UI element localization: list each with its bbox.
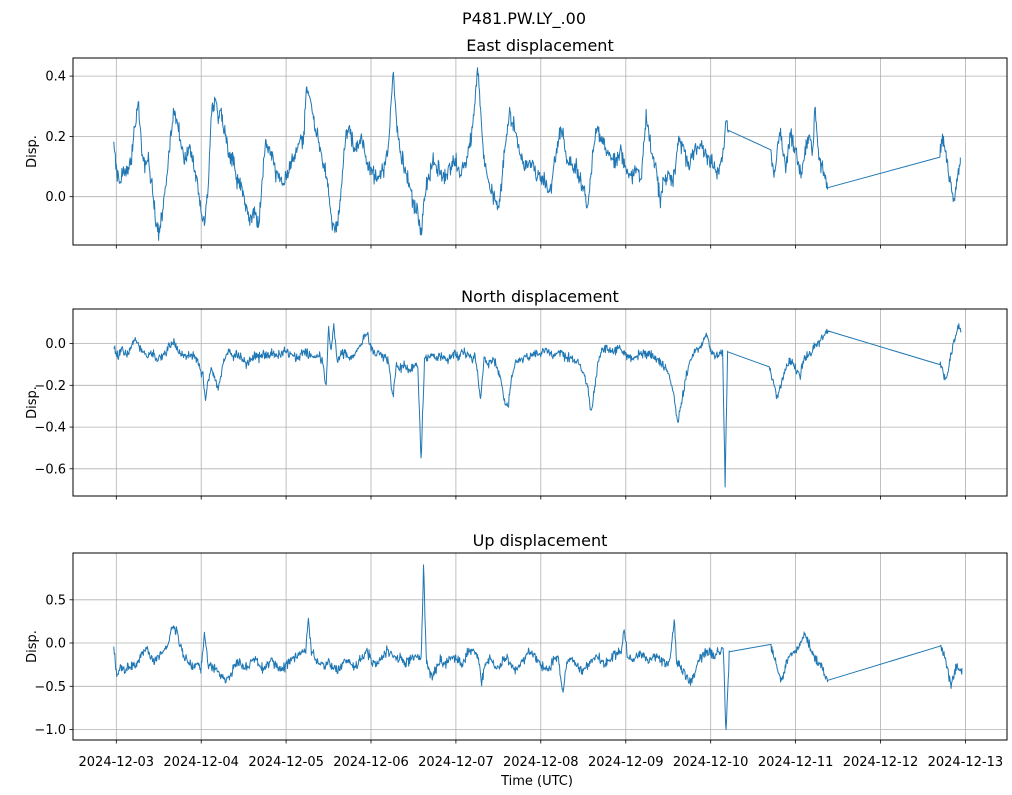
y-tick-label: 0.4: [45, 70, 66, 85]
axis-ticks: 0.0 −0.2 −0.4 −0.6: [34, 337, 966, 500]
subplot-title: Up displacement: [473, 531, 608, 550]
x-tick-label: 2024-12-09: [588, 755, 664, 770]
x-tick-label: 2024-12-07: [418, 755, 494, 770]
axis-ticks: 0.0 0.2 0.4: [45, 70, 966, 249]
y-tick-label: −0.2: [34, 379, 66, 394]
axis-ticks: 0.5 0.0 −0.5 −1.0: [34, 593, 966, 744]
y-tick-label: 0.5: [45, 593, 66, 608]
x-tick-label: 2024-12-06: [333, 755, 409, 770]
series-path: [113, 67, 961, 241]
y-axis-label: Disp.: [25, 630, 40, 663]
y-tick-label: 0.2: [45, 130, 66, 145]
x-tick-labels: 2024-12-03 2024-12-04 2024-12-05 2024-12-06…: [79, 755, 1004, 770]
axes-frame: [72, 308, 1008, 497]
figure-suptitle: P481.PW.LY_.00: [462, 9, 586, 29]
x-tick-label: 2024-12-12: [843, 755, 919, 770]
subplot-east: 0.0 0.2 0.4 East displacement Disp.: [25, 36, 1008, 249]
subplot-title: East displacement: [466, 36, 613, 55]
x-tick-label: 2024-12-13: [928, 755, 1004, 770]
series-path: [113, 323, 962, 488]
gridlines: [73, 553, 1007, 740]
axes-frame: [72, 57, 1008, 246]
x-tick-label: 2024-12-03: [79, 755, 155, 770]
y-axis-label: Disp.: [25, 135, 40, 168]
gridlines: [73, 309, 1007, 496]
series-line: [113, 323, 962, 488]
x-tick-label: 2024-12-10: [673, 755, 749, 770]
axes-frame: [72, 552, 1008, 741]
series-path: [113, 564, 963, 731]
x-axis-label: Time (UTC): [500, 774, 573, 789]
y-tick-label: 0.0: [45, 190, 66, 205]
y-tick-label: −0.6: [34, 462, 66, 477]
y-tick-label: −0.5: [34, 680, 66, 695]
y-tick-label: 0.0: [45, 337, 66, 352]
x-tick-label: 2024-12-05: [248, 755, 324, 770]
x-tick-label: 2024-12-04: [163, 755, 239, 770]
series-line: [113, 67, 961, 241]
subplot-title: North displacement: [461, 287, 619, 306]
x-tick-label: 2024-12-08: [503, 755, 579, 770]
gridlines: [73, 58, 1007, 245]
series-line: [113, 564, 963, 731]
subplot-north: 0.0 −0.2 −0.4 −0.6 North displacement Disp.: [25, 287, 1008, 500]
y-tick-label: −0.4: [34, 421, 66, 436]
y-tick-label: −1.0: [34, 723, 66, 738]
y-tick-label: 0.0: [45, 637, 66, 652]
y-axis-label: Disp.: [25, 386, 40, 419]
subplot-up: 0.5 0.0 −0.5 −1.0 Up displacement Disp.: [25, 531, 1008, 744]
x-tick-label: 2024-12-11: [758, 755, 834, 770]
